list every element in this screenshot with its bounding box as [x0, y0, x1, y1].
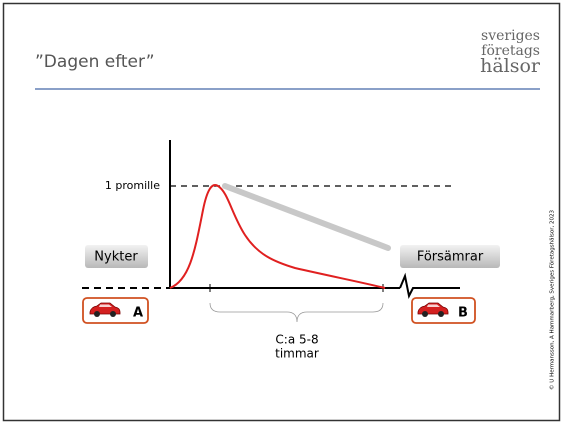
state-box — [400, 245, 500, 268]
state-label: Försämrar — [417, 250, 484, 265]
marker-label: B — [458, 306, 468, 321]
logo-line: företags — [481, 43, 540, 59]
duration-label: C:a 5-8 — [275, 333, 318, 347]
alcohol-curve — [169, 184, 386, 289]
logo-line: hälsor — [480, 55, 541, 77]
copyright: © U Hermansson, A Hammarberg, Sveriges F… — [549, 210, 556, 390]
state-box — [85, 245, 148, 268]
level-label: 1 promille — [105, 179, 160, 192]
state-label: Nykter — [94, 250, 138, 265]
baseline-break — [399, 272, 460, 300]
title: ”Dagen efter” — [35, 52, 155, 72]
logo: sveriges företags hälsor — [480, 28, 541, 77]
marker-label: A — [133, 306, 143, 321]
duration-label: timmar — [275, 347, 319, 361]
decline-line — [222, 183, 391, 251]
logo-line: sveriges — [481, 28, 540, 44]
duration-brace — [209, 302, 384, 323]
